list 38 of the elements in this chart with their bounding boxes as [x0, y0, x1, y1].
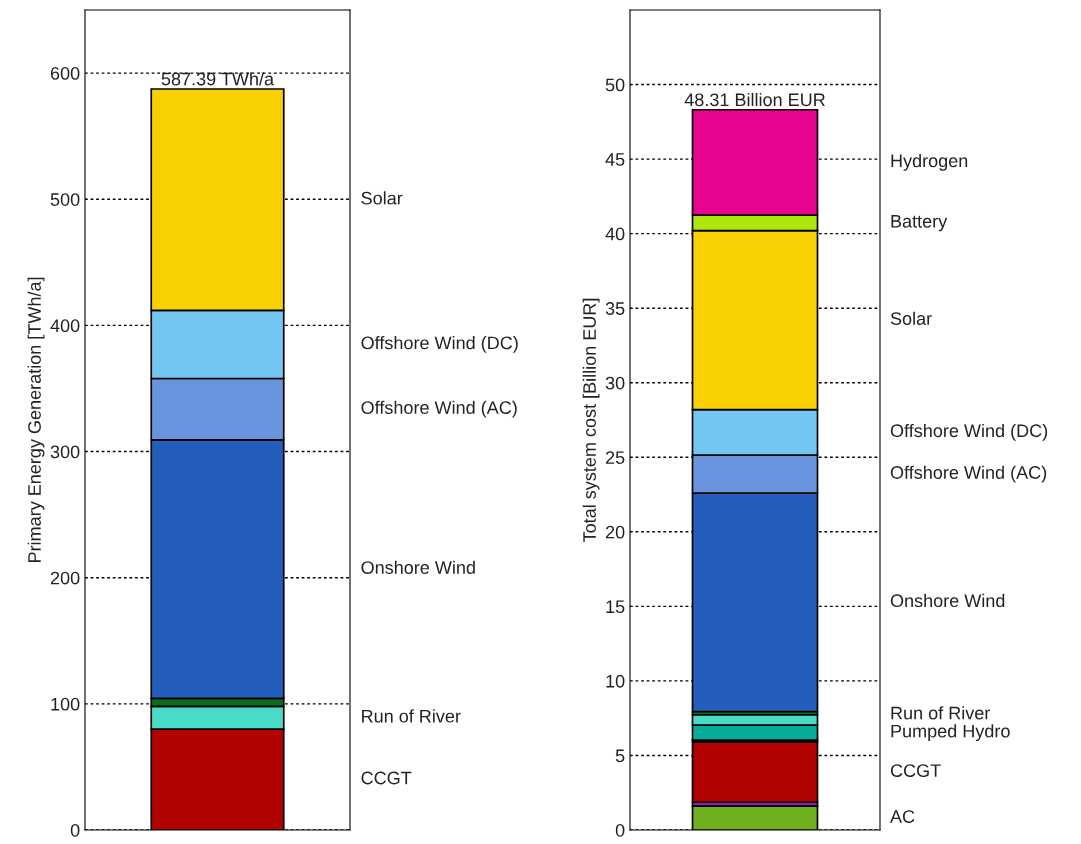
- y-tick-label: 25: [605, 451, 625, 464]
- y-tick-label: 10: [606, 674, 625, 688]
- y-axis-title: Primary Energy Generation [TWh/a]: [27, 277, 45, 562]
- y-tick-label: 300: [50, 445, 80, 459]
- y-tick-label: 500: [50, 193, 80, 206]
- text: Hydrogen: [891, 153, 968, 171]
- text: Offshore Wind (DC): [890, 423, 1048, 441]
- y-tick-label: 35: [605, 302, 625, 315]
- text: AC: [890, 810, 915, 823]
- text: Offshore Wind (DC): [361, 336, 518, 353]
- text: Battery: [891, 215, 948, 232]
- y-tick-label: 0: [615, 823, 625, 837]
- y-tick-label: 400: [50, 319, 80, 333]
- y-axis-title: Total system cost [Billion EUR]: [582, 298, 600, 542]
- text: Onshore Wind: [361, 560, 475, 574]
- total-label: 587.39 TWh/a: [161, 72, 275, 86]
- y-tick-label: 30: [605, 376, 625, 390]
- text: Pumped Hydro: [891, 724, 1010, 742]
- y-tick-label: 40: [605, 227, 625, 241]
- y-tick-label: 45: [605, 153, 625, 166]
- text: CCGT: [890, 764, 941, 777]
- y-tick-label: 50: [605, 78, 625, 92]
- y-tick-label: 5: [615, 749, 625, 763]
- y-tick-label: 15: [606, 600, 625, 614]
- y-tick-label: 0: [70, 823, 80, 837]
- text: Offshore Wind (AC): [361, 400, 517, 418]
- y-tick-label: 600: [50, 67, 80, 80]
- text: Run of River: [362, 709, 461, 723]
- text: Run of River: [891, 706, 991, 720]
- text: CCGT: [361, 771, 412, 785]
- text: Solar: [361, 191, 403, 205]
- y-tick-label: 200: [50, 571, 80, 585]
- y-tick-label: 20: [605, 525, 625, 539]
- text: Onshore Wind: [890, 593, 1005, 608]
- text: Offshore Wind (AC): [890, 465, 1047, 483]
- total-label: 48.31 Billion EUR: [684, 92, 825, 107]
- text: Solar: [890, 311, 932, 325]
- y-tick-label: 100: [51, 697, 80, 711]
